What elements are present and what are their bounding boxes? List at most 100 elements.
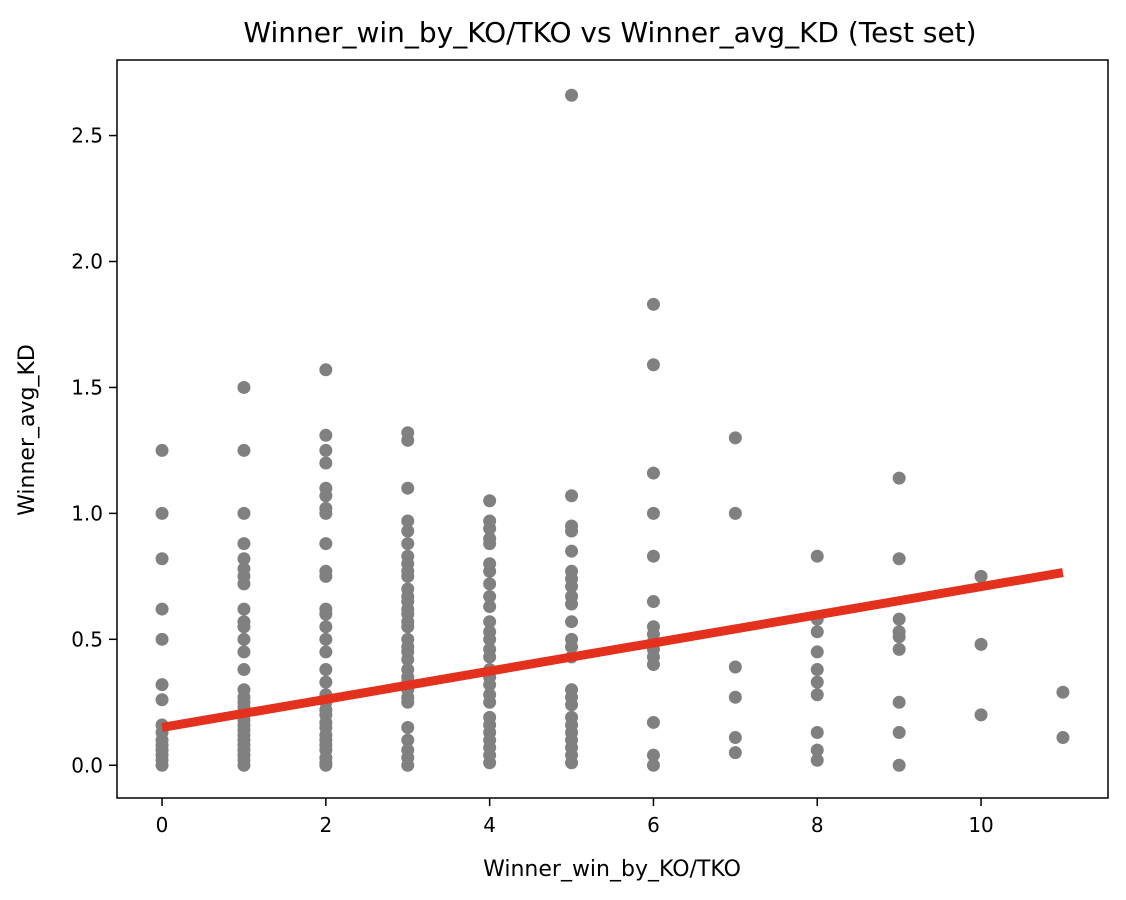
data-point (810, 549, 824, 563)
data-point (483, 564, 497, 578)
data-point (155, 552, 169, 566)
y-tick-label: 1.5 (71, 375, 103, 399)
regression-line (161, 568, 1064, 732)
y-tick-label: 0.5 (71, 627, 103, 651)
data-point (974, 569, 988, 583)
data-point (401, 620, 415, 634)
data-point (401, 695, 415, 709)
data-point (728, 506, 742, 520)
data-point (892, 552, 906, 566)
data-point (565, 544, 579, 558)
data-point (237, 663, 251, 677)
data-point (810, 625, 824, 639)
data-point (319, 645, 333, 659)
y-tick-label: 1.0 (71, 501, 103, 525)
data-point (892, 612, 906, 626)
data-point (483, 678, 497, 692)
data-point (319, 632, 333, 646)
data-point (974, 708, 988, 722)
data-point (892, 630, 906, 644)
chart-title: Winner_win_by_KO/TKO vs Winner_avg_KD (T… (243, 16, 976, 49)
data-point (237, 443, 251, 457)
data-point (237, 620, 251, 634)
x-tick-label: 4 (483, 813, 496, 837)
data-point (646, 715, 660, 729)
data-point (319, 443, 333, 457)
data-point (483, 494, 497, 508)
data-point (810, 675, 824, 689)
data-point (892, 726, 906, 740)
data-point (974, 637, 988, 651)
x-axis-ticks: 0 2 4 6 8 10 (156, 798, 994, 837)
data-point (483, 756, 497, 770)
data-point (319, 428, 333, 442)
data-point (483, 521, 497, 535)
data-point (155, 758, 169, 772)
data-point (237, 537, 251, 551)
data-point (155, 506, 169, 520)
data-point (155, 693, 169, 707)
data-point (646, 506, 660, 520)
data-point (401, 537, 415, 551)
data-point (319, 456, 333, 470)
data-point (401, 652, 415, 666)
data-point (237, 645, 251, 659)
x-axis-label: Winner_win_by_KO/TKO (483, 857, 741, 882)
x-tick-label: 0 (156, 813, 169, 837)
data-point (646, 748, 660, 762)
data-point (319, 363, 333, 377)
data-point (155, 678, 169, 692)
data-point (892, 642, 906, 656)
data-point (483, 577, 497, 591)
data-point (483, 695, 497, 709)
data-point (646, 549, 660, 563)
data-point (319, 569, 333, 583)
data-point (565, 524, 579, 538)
data-point (646, 297, 660, 311)
data-point (401, 481, 415, 495)
data-point (483, 537, 497, 551)
data-point (401, 569, 415, 583)
data-point (401, 433, 415, 447)
data-point (237, 380, 251, 394)
data-point (483, 615, 497, 629)
data-point (810, 753, 824, 767)
points-layer (155, 88, 1070, 772)
data-point (319, 537, 333, 551)
data-point (1056, 685, 1070, 699)
data-point (565, 615, 579, 629)
data-point (237, 577, 251, 591)
data-point (237, 632, 251, 646)
y-tick-label: 0.0 (71, 753, 103, 777)
data-point (565, 698, 579, 712)
data-point (401, 720, 415, 734)
data-point (565, 640, 579, 654)
data-point (319, 663, 333, 677)
y-axis-ticks: 0.0 0.5 1.0 1.5 2.0 2.5 (71, 124, 117, 777)
data-point (401, 514, 415, 528)
data-point (237, 506, 251, 520)
y-tick-label: 2.5 (71, 124, 103, 148)
data-point (728, 731, 742, 745)
data-point (892, 758, 906, 772)
data-point (237, 758, 251, 772)
data-point (892, 471, 906, 485)
data-point (1056, 731, 1070, 745)
data-point (728, 746, 742, 760)
data-point (319, 506, 333, 520)
data-point (319, 620, 333, 634)
data-point (892, 695, 906, 709)
regression-line-layer (161, 568, 1064, 732)
data-point (565, 597, 579, 611)
data-point (646, 595, 660, 609)
data-point (483, 600, 497, 614)
data-point (810, 726, 824, 740)
y-tick-label: 2.0 (71, 250, 103, 274)
data-point (728, 690, 742, 704)
data-point (401, 524, 415, 538)
data-point (810, 688, 824, 702)
x-tick-label: 2 (319, 813, 332, 837)
data-point (565, 489, 579, 503)
x-tick-label: 6 (647, 813, 660, 837)
